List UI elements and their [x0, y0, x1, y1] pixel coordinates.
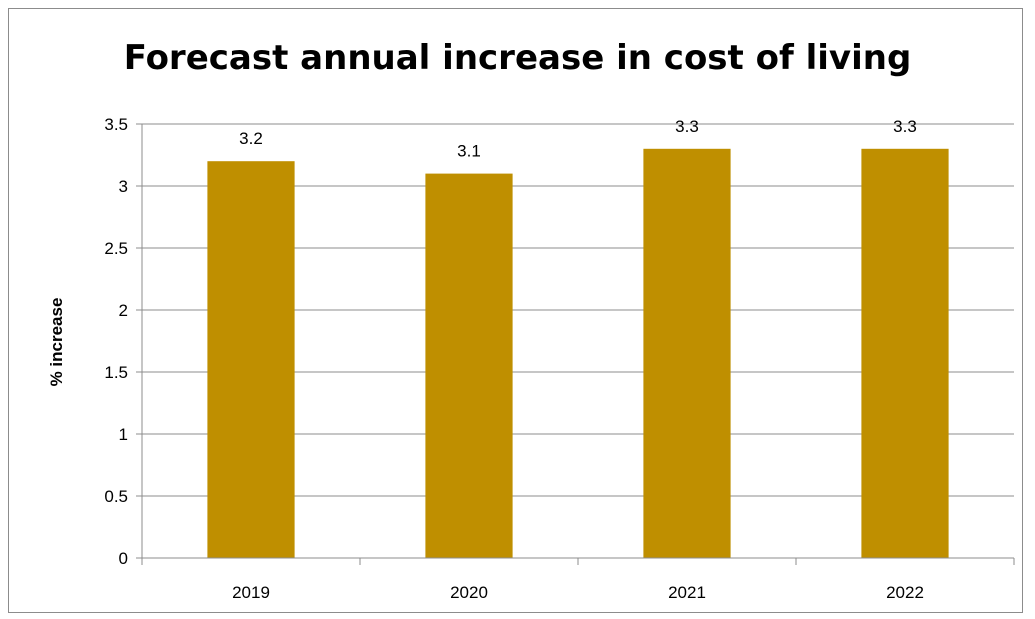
x-tick-label: 2019 — [232, 583, 270, 602]
bar — [425, 173, 513, 558]
y-tick-label: 2.5 — [104, 239, 128, 258]
y-tick-label: 0.5 — [104, 487, 128, 506]
x-tick-label: 2022 — [886, 583, 924, 602]
bar — [861, 148, 949, 559]
x-tick-label: 2021 — [668, 583, 706, 602]
y-tick-label: 3 — [119, 177, 128, 196]
y-tick-label: 1.5 — [104, 363, 128, 382]
y-tick-label: 0 — [119, 549, 128, 568]
data-label: 3.3 — [893, 117, 917, 136]
y-tick-label: 3.5 — [104, 115, 128, 134]
y-tick-label: 2 — [119, 301, 128, 320]
data-label: 3.2 — [239, 129, 263, 148]
y-tick-label: 1 — [119, 425, 128, 444]
bar — [643, 148, 731, 559]
data-label: 3.1 — [457, 142, 481, 161]
data-label: 3.3 — [675, 117, 699, 136]
chart-title: Forecast annual increase in cost of livi… — [123, 38, 912, 78]
bar — [207, 161, 295, 558]
x-tick-label: 2020 — [450, 583, 488, 602]
